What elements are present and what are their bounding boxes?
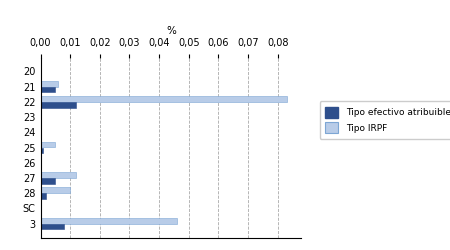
Bar	[40, 187, 70, 193]
Bar	[40, 178, 55, 184]
Bar	[40, 218, 177, 224]
Bar	[40, 87, 55, 92]
Legend: Tipo efectivo atribuible, Tipo IRPF: Tipo efectivo atribuible, Tipo IRPF	[320, 101, 450, 139]
Bar	[40, 224, 64, 229]
Bar	[40, 172, 76, 178]
Bar	[40, 142, 55, 148]
Bar	[40, 193, 46, 199]
Bar	[40, 148, 44, 153]
Bar	[40, 81, 58, 87]
Bar	[40, 102, 76, 108]
Bar	[40, 96, 287, 102]
X-axis label: %: %	[166, 26, 176, 36]
